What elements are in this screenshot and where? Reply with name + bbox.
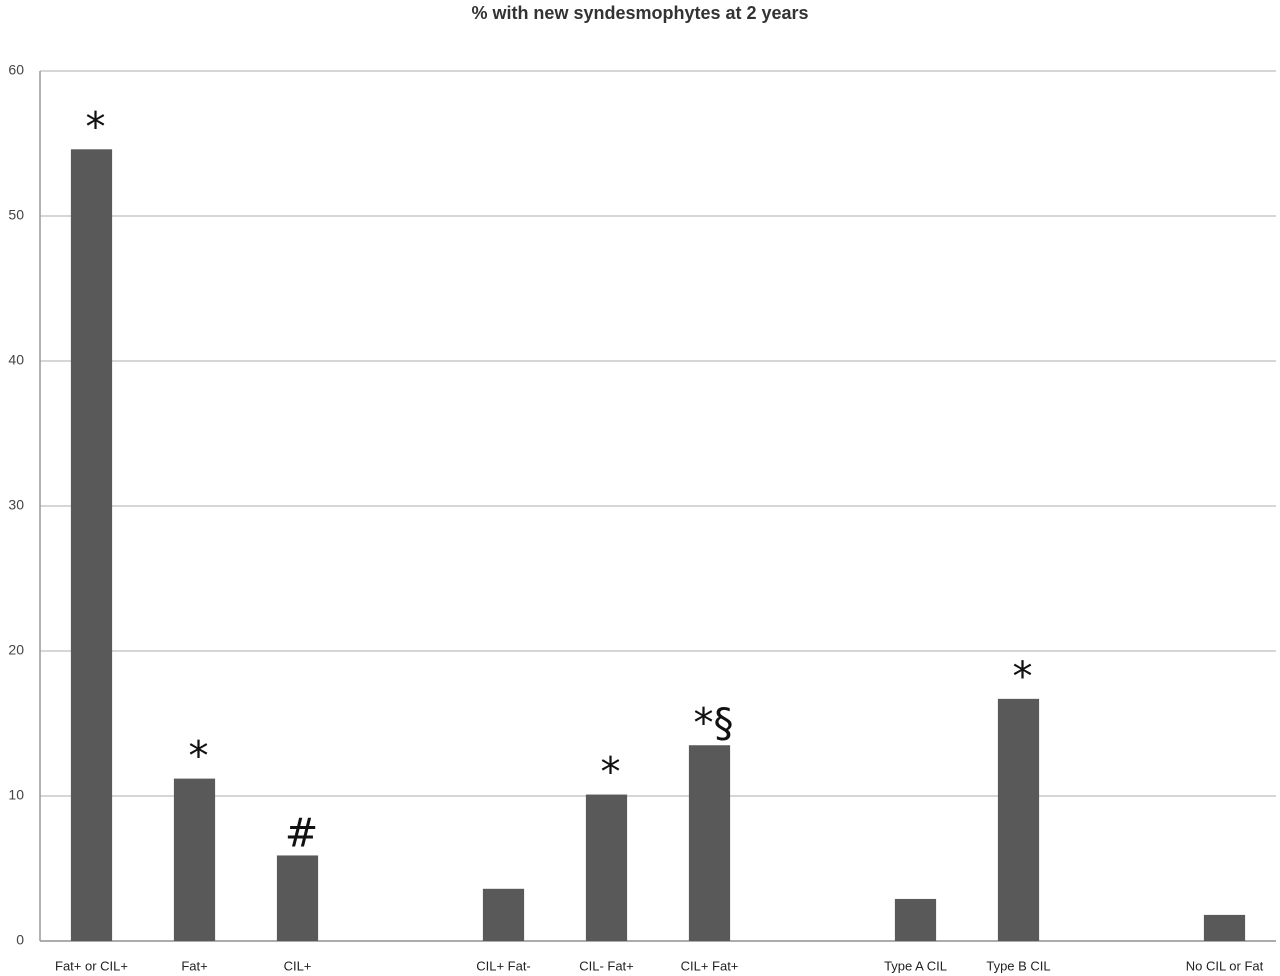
bar [1203, 914, 1246, 941]
x-tick-label: Fat+ or CIL+ [55, 958, 128, 973]
bar [482, 888, 525, 941]
x-tick-label: No CIL or Fat [1186, 958, 1264, 973]
y-tick-label: 30 [8, 497, 24, 513]
bar [70, 149, 113, 942]
y-tick-label: 10 [8, 787, 24, 803]
chart-title: % with new syndesmophytes at 2 years [471, 3, 808, 23]
y-tick-label: 40 [8, 352, 24, 368]
x-tick-label: CIL+ [284, 958, 312, 973]
annotation: * [1013, 654, 1033, 700]
annotation: * [601, 750, 621, 796]
bar [688, 745, 731, 941]
bar [173, 778, 216, 941]
y-tick-label: 0 [16, 932, 24, 948]
x-tick-label: Type B CIL [986, 958, 1050, 973]
y-tick-label: 50 [8, 207, 24, 223]
annotation: * [86, 104, 106, 150]
x-tick-label: Fat+ [181, 958, 207, 973]
annotation: * [189, 734, 209, 780]
x-tick-label: Type A CIL [884, 958, 947, 973]
bar [997, 698, 1040, 941]
bar [585, 794, 628, 941]
annotation: *§ [694, 700, 734, 746]
x-tick-label: CIL+ Fat- [476, 958, 531, 973]
bar [894, 898, 937, 941]
x-tick-label: CIL- Fat+ [579, 958, 634, 973]
annotation: # [285, 810, 319, 856]
y-tick-label: 20 [8, 642, 24, 658]
x-tick-label: CIL+ Fat+ [681, 958, 739, 973]
bar [276, 855, 319, 941]
y-tick-label: 60 [8, 62, 24, 78]
